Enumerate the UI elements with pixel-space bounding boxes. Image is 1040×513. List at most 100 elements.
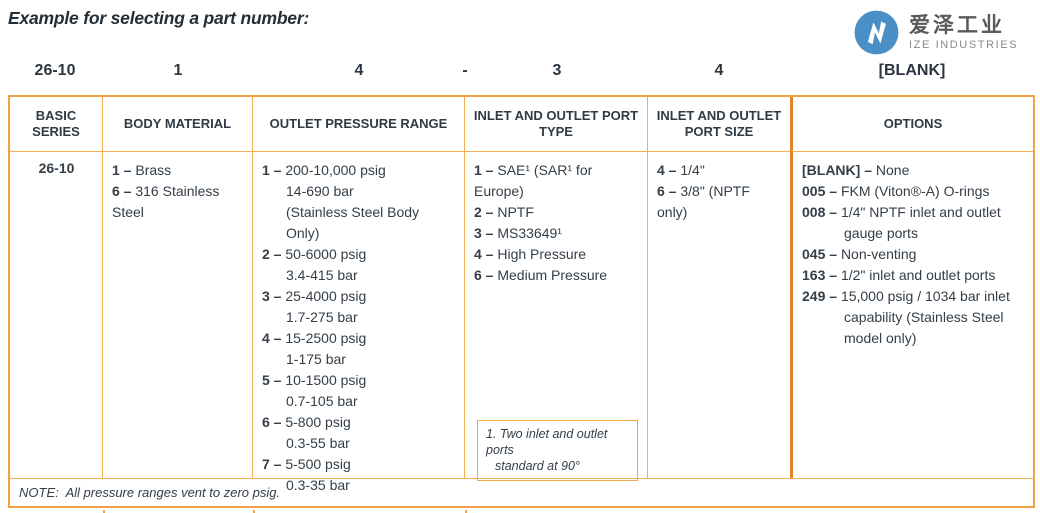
cell-basic-series: 26-10 — [10, 152, 103, 478]
item-code: 005 – — [802, 183, 841, 199]
page-title: Example for selecting a part number: — [8, 8, 310, 28]
item-subline: 1-175 bar — [286, 351, 346, 367]
code-item: 4 – 1/4" — [657, 160, 782, 181]
item-text: Brass — [135, 162, 172, 178]
code-item: 6 – Medium Pressure — [474, 265, 639, 286]
item-text: Medium Pressure — [497, 267, 608, 283]
footnote-line-2: standard at 90° — [495, 459, 580, 473]
item-text: 5-500 psig — [285, 456, 351, 472]
item-subline: gauge ports — [844, 225, 918, 241]
item-text: 25-4000 psig — [285, 288, 367, 304]
item-code: [BLANK] – — [802, 162, 876, 178]
header-basic-series: BASIC SERIES — [10, 97, 103, 152]
item-text: 1/4" NPTF inlet and outlet — [840, 204, 1001, 220]
item-code: 2 – — [474, 204, 498, 220]
item-text: High Pressure — [497, 246, 587, 262]
item-subline: 0.7-105 bar — [286, 393, 358, 409]
code-item: 163 – 1/2" inlet and outlet ports — [802, 265, 1025, 286]
code-item: 045 – Non-venting — [802, 244, 1025, 265]
item-code: 6 – — [112, 183, 136, 199]
item-code: 1 – — [474, 162, 498, 178]
column-stub — [465, 510, 467, 513]
item-subline: 0.3-35 bar — [286, 477, 350, 493]
item-code: 3 – — [474, 225, 498, 241]
column-stub — [253, 510, 255, 513]
item-code: 1 – — [262, 162, 286, 178]
item-code: 7 – — [262, 456, 286, 472]
code-item: 6 – 3/8" (NPTF only) — [657, 181, 782, 223]
item-text: 3/8" (NPTF only) — [657, 183, 750, 220]
item-code: 6 – — [657, 183, 681, 199]
header-body-material: BODY MATERIAL — [103, 97, 253, 152]
column-stub — [103, 510, 105, 513]
item-code: 5 – — [262, 372, 286, 388]
table-note: NOTE: All pressure ranges vent to zero p… — [10, 478, 1033, 506]
pn-body-material: 1 — [173, 62, 183, 79]
item-code: 4 – — [474, 246, 498, 262]
code-item: 4 – 15-2500 psig 1-175 bar — [262, 328, 456, 370]
code-item: 2 – NPTF — [474, 202, 639, 223]
item-subline: (Stainless Steel Body Only) — [286, 204, 420, 241]
code-item: 1 – Brass — [112, 160, 244, 181]
table-body-row: 26-10 1 – Brass 6 – 316 Stainless Steel 1… — [10, 152, 1033, 493]
header-options: OPTIONS — [790, 97, 1033, 152]
item-code: 045 – — [802, 246, 841, 262]
item-code: 249 – — [802, 288, 841, 304]
table-header-row: BASIC SERIES BODY MATERIAL OUTLET PRESSU… — [10, 97, 1033, 152]
pn-dash: - — [462, 62, 468, 79]
cell-options: [BLANK] – None 005 – FKM (Viton®-A) O-rin… — [790, 152, 1033, 478]
item-code: 1 – — [112, 162, 136, 178]
item-code: 6 – — [474, 267, 498, 283]
item-text: 10-1500 psig — [285, 372, 367, 388]
cell-pressure-range: 1 – 200-10,000 psig 14-690 bar (Stainless … — [253, 152, 465, 493]
item-text: Non-venting — [840, 246, 917, 262]
item-code: 008 – — [802, 204, 841, 220]
item-subline: 3.4-415 bar — [286, 267, 358, 283]
item-text: 316 Stainless Steel — [112, 183, 220, 220]
cell-port-type: 1. Two inlet and outlet ports standard a… — [465, 152, 648, 481]
part-number-table: BASIC SERIES BODY MATERIAL OUTLET PRESSU… — [8, 95, 1035, 508]
logo-name-cn: 爱泽工业 — [909, 13, 1005, 37]
port-type-footnote: 1. Two inlet and outlet ports standard a… — [477, 420, 638, 481]
pn-pressure-range: 4 — [354, 62, 364, 79]
code-item: 249 – 15,000 psig / 1034 bar inlet capabi… — [802, 286, 1025, 349]
cell-port-size: 4 – 1/4" 6 – 3/8" (NPTF only) — [648, 152, 790, 478]
header-port-type: INLET AND OUTLET PORT TYPE — [465, 97, 648, 152]
header-pressure-range: OUTLET PRESSURE RANGE — [253, 97, 465, 152]
item-text: FKM (Viton®-A) O-rings — [840, 183, 990, 199]
item-text: 50-6000 psig — [285, 246, 367, 262]
item-text: NPTF — [497, 204, 534, 220]
item-subline: 0.3-55 bar — [286, 435, 350, 451]
item-text: 1/2" inlet and outlet ports — [840, 267, 996, 283]
item-text: 200-10,000 psig — [285, 162, 386, 178]
item-text: 15,000 psig / 1034 bar inlet — [840, 288, 1010, 304]
item-subline: 14-690 bar — [286, 183, 354, 199]
code-item: 008 – 1/4" NPTF inlet and outlet gauge po… — [802, 202, 1025, 244]
logo-name-en: IZE INDUSTRIES — [909, 38, 1019, 51]
item-subline: capability (Stainless Steel — [844, 309, 1004, 325]
code-item: 2 – 50-6000 psig 3.4-415 bar — [262, 244, 456, 286]
item-text: MS33649¹ — [497, 225, 562, 241]
item-text: None — [875, 162, 910, 178]
item-code: 6 – — [262, 414, 286, 430]
code-item: 7 – 5-500 psig 0.3-35 bar — [262, 454, 456, 496]
item-code: 4 – — [657, 162, 681, 178]
code-item: [BLANK] – None — [802, 160, 1025, 181]
item-text: 15-2500 psig — [285, 330, 367, 346]
code-item: 5 – 10-1500 psig 0.7-105 bar — [262, 370, 456, 412]
item-code: 163 – — [802, 267, 841, 283]
code-item: 4 – High Pressure — [474, 244, 639, 265]
code-item: 1 – 200-10,000 psig 14-690 bar (Stainless … — [262, 160, 456, 244]
footnote-line-1: 1. Two inlet and outlet ports — [486, 427, 608, 457]
part-number-row: 26-10 1 4 - 3 4 [BLANK] — [8, 62, 1035, 86]
code-item: 3 – 25-4000 psig 1.7-275 bar — [262, 286, 456, 328]
code-item: 6 – 5-800 psig 0.3-55 bar — [262, 412, 456, 454]
item-code: 3 – — [262, 288, 286, 304]
company-logo: 爱泽工业 IZE INDUSTRIES — [853, 9, 1018, 56]
item-code: 4 – — [262, 330, 286, 346]
code-item: 6 – 316 Stainless Steel — [112, 181, 244, 223]
pn-basic-series: 26-10 — [34, 62, 76, 79]
code-item: 005 – FKM (Viton®-A) O-rings — [802, 181, 1025, 202]
logo-circle-icon — [854, 10, 899, 55]
